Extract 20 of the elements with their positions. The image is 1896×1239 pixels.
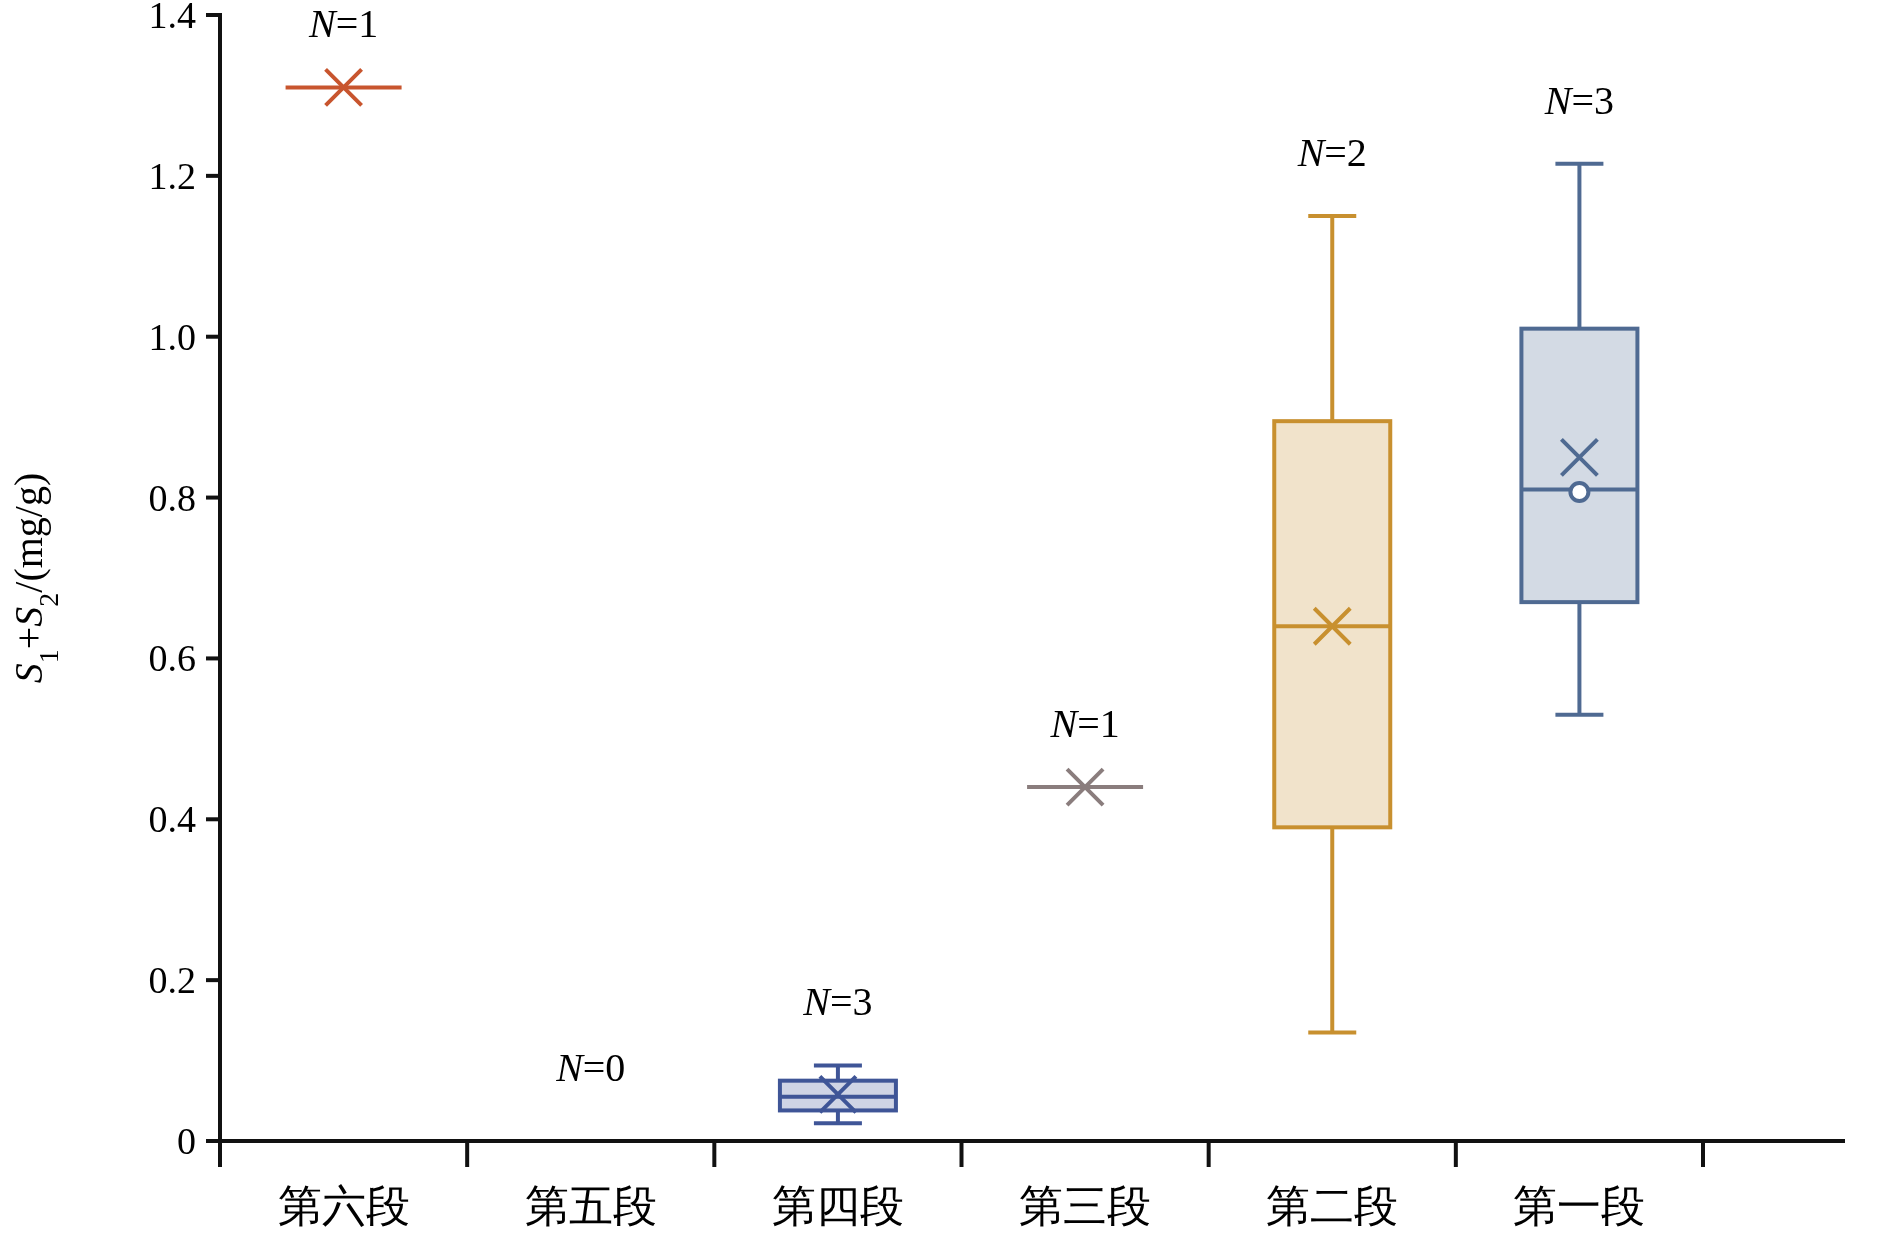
y-tick-label: 0.2 bbox=[148, 959, 196, 1002]
x-tick-label: 第一段 bbox=[1513, 1182, 1646, 1231]
y-tick-label: 0.8 bbox=[148, 476, 196, 519]
annotation: N=1 bbox=[1049, 701, 1120, 747]
x-tick-label: 第二段 bbox=[1266, 1182, 1399, 1231]
annotation: N=0 bbox=[555, 1045, 626, 1090]
y-tick-label: 0.4 bbox=[148, 798, 196, 841]
annotation: N=2 bbox=[1296, 130, 1367, 176]
annotation: N=3 bbox=[802, 979, 873, 1025]
x-tick-label: 第三段 bbox=[1019, 1182, 1152, 1231]
y-tick-label: 0.6 bbox=[148, 637, 196, 680]
x-tick-label: 第六段 bbox=[277, 1182, 410, 1231]
x-tick-label: 第四段 bbox=[771, 1182, 904, 1231]
annotation: N=3 bbox=[1543, 77, 1615, 123]
y-tick-label: 1.4 bbox=[148, 0, 196, 36]
y-tick-label: 0 bbox=[177, 1120, 196, 1162]
annotation: N=1 bbox=[307, 1, 379, 47]
x-tick-label: 第五段 bbox=[524, 1182, 657, 1231]
y-tick-label: 1.0 bbox=[148, 315, 196, 358]
y-tick-label: 1.2 bbox=[148, 154, 196, 197]
